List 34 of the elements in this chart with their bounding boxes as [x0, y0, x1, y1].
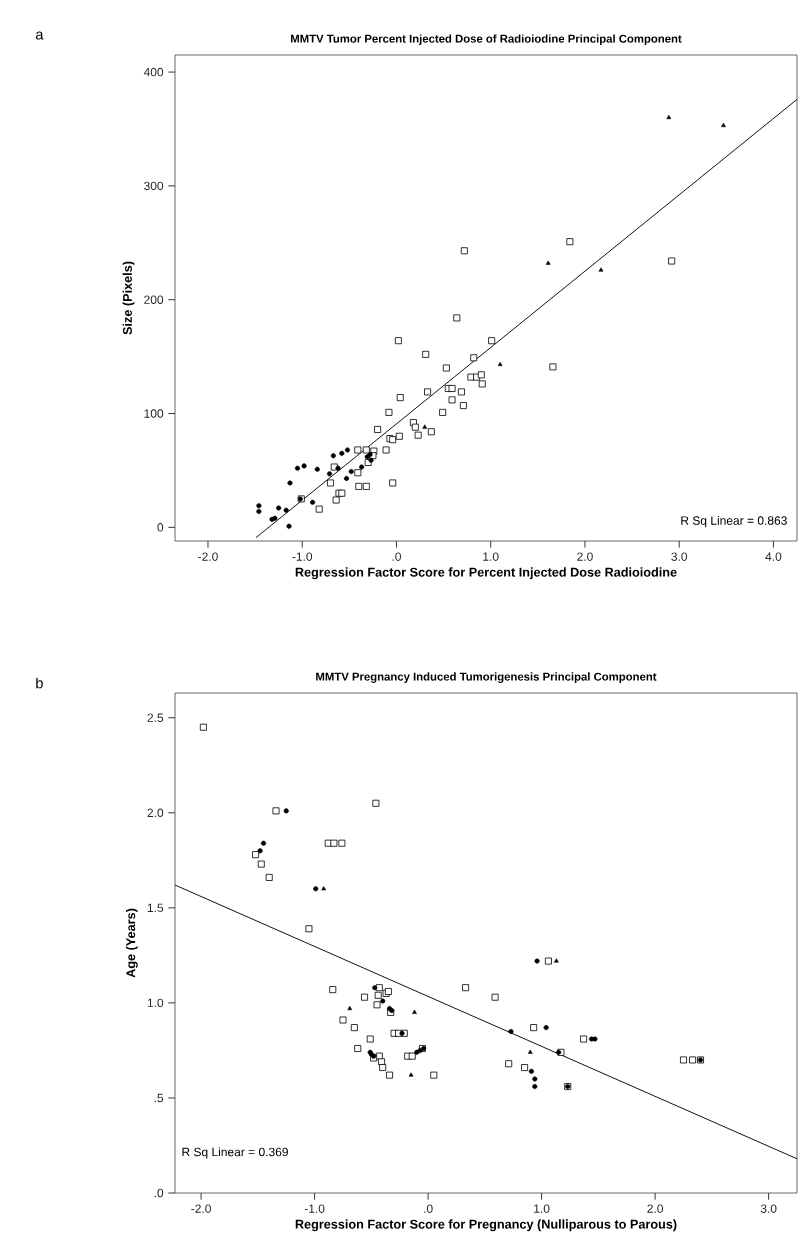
y-tick-label: 100 [144, 409, 164, 418]
y-axis-title: Size (Pixels) [122, 261, 135, 335]
x-tick-label: -1.0 [292, 552, 313, 561]
x-tick-label: -1.0 [304, 1204, 325, 1213]
x-tick-label: 2.0 [647, 1204, 663, 1213]
text: a [35, 31, 44, 40]
x-tick-label: .0 [424, 1204, 433, 1213]
y-tick-label: 1.0 [147, 998, 164, 1008]
y-tick-label: 1.5 [147, 903, 164, 913]
x-tick-label: 1.0 [483, 552, 499, 561]
x-tick-label: 4.0 [765, 552, 782, 561]
y-tick-label: 200 [144, 295, 164, 304]
y-tick-label: .0 [154, 1188, 164, 1198]
y-tick-label: 2.0 [147, 808, 164, 818]
x-axis-title: Regression Factor Score for Percent Injected Dose Radioiodine [295, 567, 677, 580]
y-tick-label: 0 [157, 523, 164, 532]
y-tick-label: .5 [154, 1093, 164, 1103]
x-tick-label: 3.0 [671, 552, 688, 561]
y-tick-label: 2.5 [147, 713, 164, 722]
annotation: R Sq Linear = 0.369 [182, 1147, 288, 1159]
y-tick-label: 300 [144, 181, 164, 191]
x-tick-label: 2.0 [577, 552, 593, 561]
text: b [36, 677, 43, 689]
x-tick-label: .0 [392, 552, 402, 561]
x-axis-title: Regression Factor Score for Pregnancy (Nulliparous to Parous) [295, 1219, 677, 1232]
chart-title: MMTV Tumor Percent Injected Dose of Radioiodine Principal Component [291, 34, 682, 45]
y-tick-label: 400 [143, 67, 164, 77]
chart-title: MMTV Pregnancy Induced Tumorigenesis Principal Component [316, 672, 657, 683]
x-tick-label: 1.0 [534, 1204, 550, 1213]
x-tick-label: -2.0 [191, 1204, 211, 1213]
x-tick-label: 3.0 [760, 1204, 777, 1213]
y-axis-title: Age (Years) [125, 908, 138, 978]
annotation: R Sq Linear = 0.863 [681, 515, 787, 528]
x-tick-label: -2.0 [198, 552, 218, 561]
